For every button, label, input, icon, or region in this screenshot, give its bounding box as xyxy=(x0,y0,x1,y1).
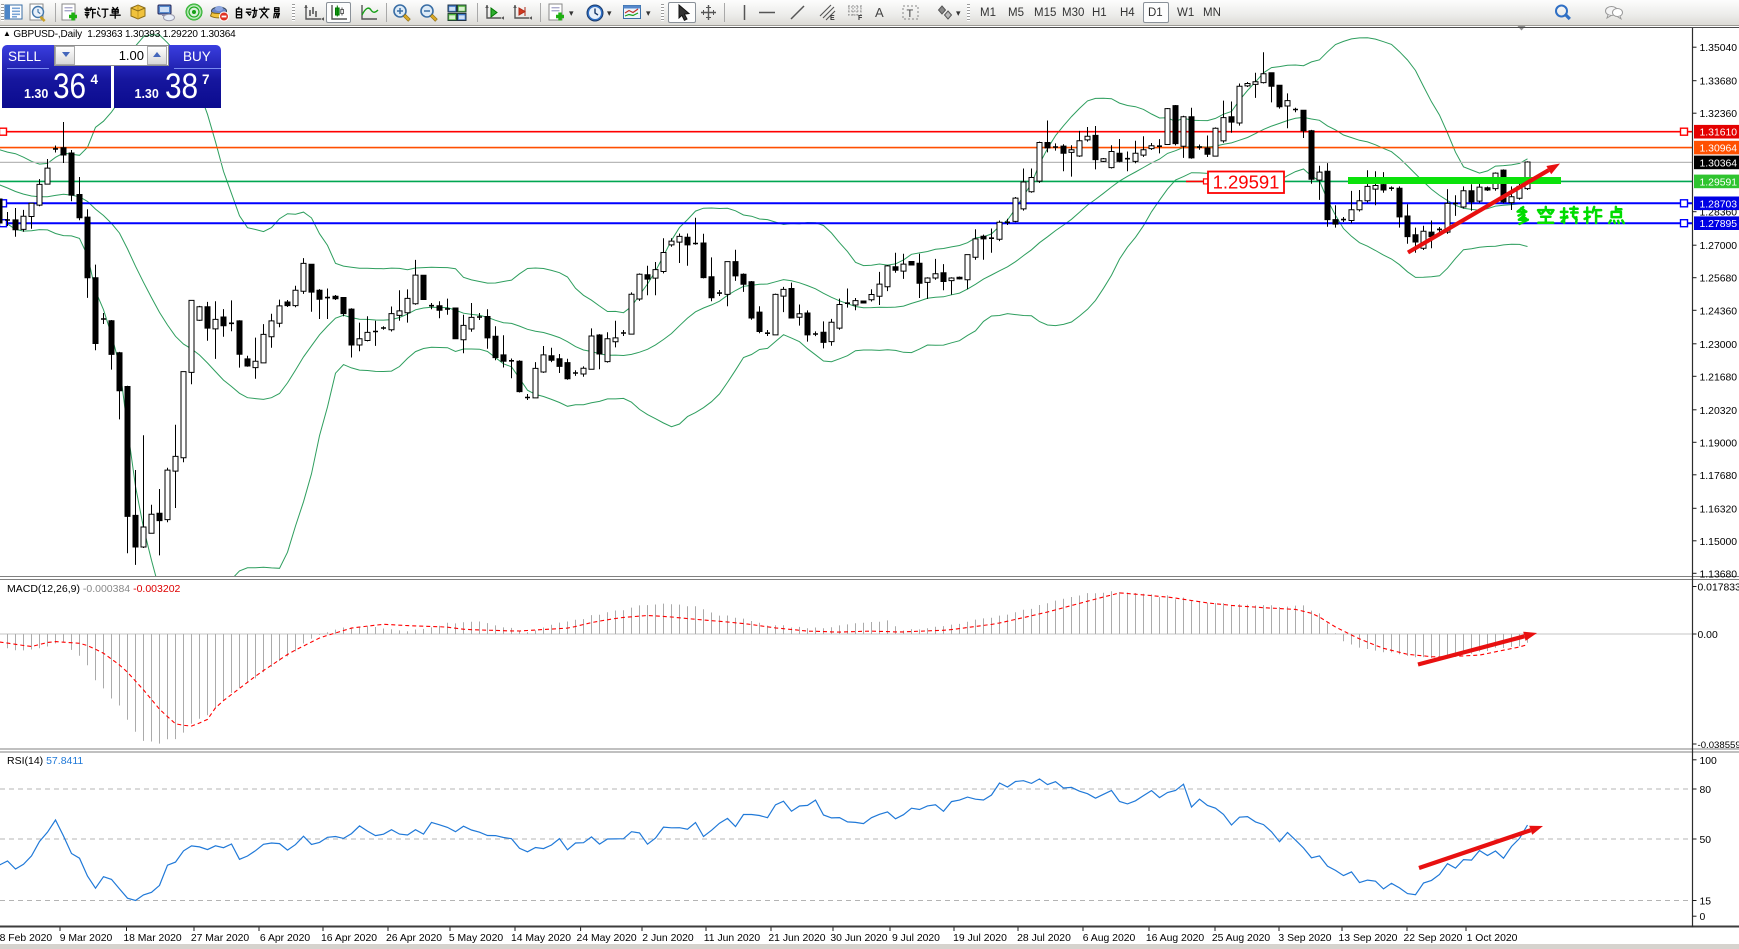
svg-text:19 Jul 2020: 19 Jul 2020 xyxy=(953,933,1007,944)
svg-text:28 Feb 2020: 28 Feb 2020 xyxy=(0,933,52,944)
svg-text:16 Aug 2020: 16 Aug 2020 xyxy=(1146,933,1205,944)
svg-text:21 Jun 2020: 21 Jun 2020 xyxy=(768,933,825,944)
svg-text:1.29591: 1.29591 xyxy=(1700,177,1738,188)
svg-text:1 Oct 2020: 1 Oct 2020 xyxy=(1467,933,1518,944)
svg-text:1.31610: 1.31610 xyxy=(1700,128,1738,139)
svg-text:28 Jul 2020: 28 Jul 2020 xyxy=(1017,933,1071,944)
svg-text:11 Jun 2020: 11 Jun 2020 xyxy=(704,933,761,944)
svg-text:0.00: 0.00 xyxy=(1698,630,1718,641)
svg-text:24 May 2020: 24 May 2020 xyxy=(577,933,637,944)
svg-text:1.15000: 1.15000 xyxy=(1700,537,1738,548)
svg-text:80: 80 xyxy=(1700,785,1712,796)
svg-text:100: 100 xyxy=(1700,756,1718,767)
svg-text:1.16320: 1.16320 xyxy=(1700,504,1738,515)
svg-text:2 Jun 2020: 2 Jun 2020 xyxy=(642,933,694,944)
svg-text:1.33680: 1.33680 xyxy=(1700,77,1738,88)
svg-text:1.20320: 1.20320 xyxy=(1700,406,1738,417)
svg-text:9 Mar 2020: 9 Mar 2020 xyxy=(60,933,113,944)
svg-text:22 Sep 2020: 22 Sep 2020 xyxy=(1404,933,1463,944)
svg-text:1.24360: 1.24360 xyxy=(1700,306,1738,317)
svg-text:1.27000: 1.27000 xyxy=(1700,241,1738,252)
svg-text:1.28360: 1.28360 xyxy=(1700,208,1738,219)
svg-text:15: 15 xyxy=(1700,897,1712,908)
svg-text:1.21680: 1.21680 xyxy=(1700,372,1738,383)
svg-text:6 Aug 2020: 6 Aug 2020 xyxy=(1083,933,1136,944)
svg-text:1.27895: 1.27895 xyxy=(1700,219,1738,230)
svg-text:18 Mar 2020: 18 Mar 2020 xyxy=(123,933,182,944)
svg-text:50: 50 xyxy=(1700,835,1712,846)
svg-text:16 Apr 2020: 16 Apr 2020 xyxy=(321,933,377,944)
svg-text:F: F xyxy=(858,15,863,22)
svg-text:-0.038559: -0.038559 xyxy=(1698,740,1739,751)
svg-text:E: E xyxy=(830,15,835,22)
svg-text:26 Apr 2020: 26 Apr 2020 xyxy=(386,933,442,944)
svg-text:T: T xyxy=(907,8,914,20)
svg-text:1.23000: 1.23000 xyxy=(1700,340,1738,351)
svg-text:1.28703: 1.28703 xyxy=(1700,199,1738,210)
svg-text:14 May 2020: 14 May 2020 xyxy=(511,933,571,944)
svg-text:0.017833: 0.017833 xyxy=(1698,583,1739,594)
svg-text:27 Mar 2020: 27 Mar 2020 xyxy=(191,933,250,944)
svg-text:5 May 2020: 5 May 2020 xyxy=(449,933,504,944)
svg-text:1.30964: 1.30964 xyxy=(1700,144,1738,155)
svg-text:1.30364: 1.30364 xyxy=(1700,158,1738,169)
svg-text:1.35040: 1.35040 xyxy=(1700,43,1738,54)
svg-text:30 Jun 2020: 30 Jun 2020 xyxy=(830,933,887,944)
svg-text:1.13680: 1.13680 xyxy=(1700,569,1738,580)
svg-text:0: 0 xyxy=(1700,912,1706,923)
svg-text:25 Aug 2020: 25 Aug 2020 xyxy=(1212,933,1271,944)
svg-text:1.32360: 1.32360 xyxy=(1700,109,1738,120)
svg-text:1.17680: 1.17680 xyxy=(1700,471,1738,482)
svg-text:3 Sep 2020: 3 Sep 2020 xyxy=(1278,933,1331,944)
svg-text:6 Apr 2020: 6 Apr 2020 xyxy=(260,933,310,944)
svg-text:1.25680: 1.25680 xyxy=(1700,274,1738,285)
svg-text:13 Sep 2020: 13 Sep 2020 xyxy=(1339,933,1398,944)
svg-text:1.29591: 1.29591 xyxy=(1213,172,1280,193)
svg-text:1.19000: 1.19000 xyxy=(1700,438,1738,449)
svg-text:9 Jul 2020: 9 Jul 2020 xyxy=(892,933,940,944)
